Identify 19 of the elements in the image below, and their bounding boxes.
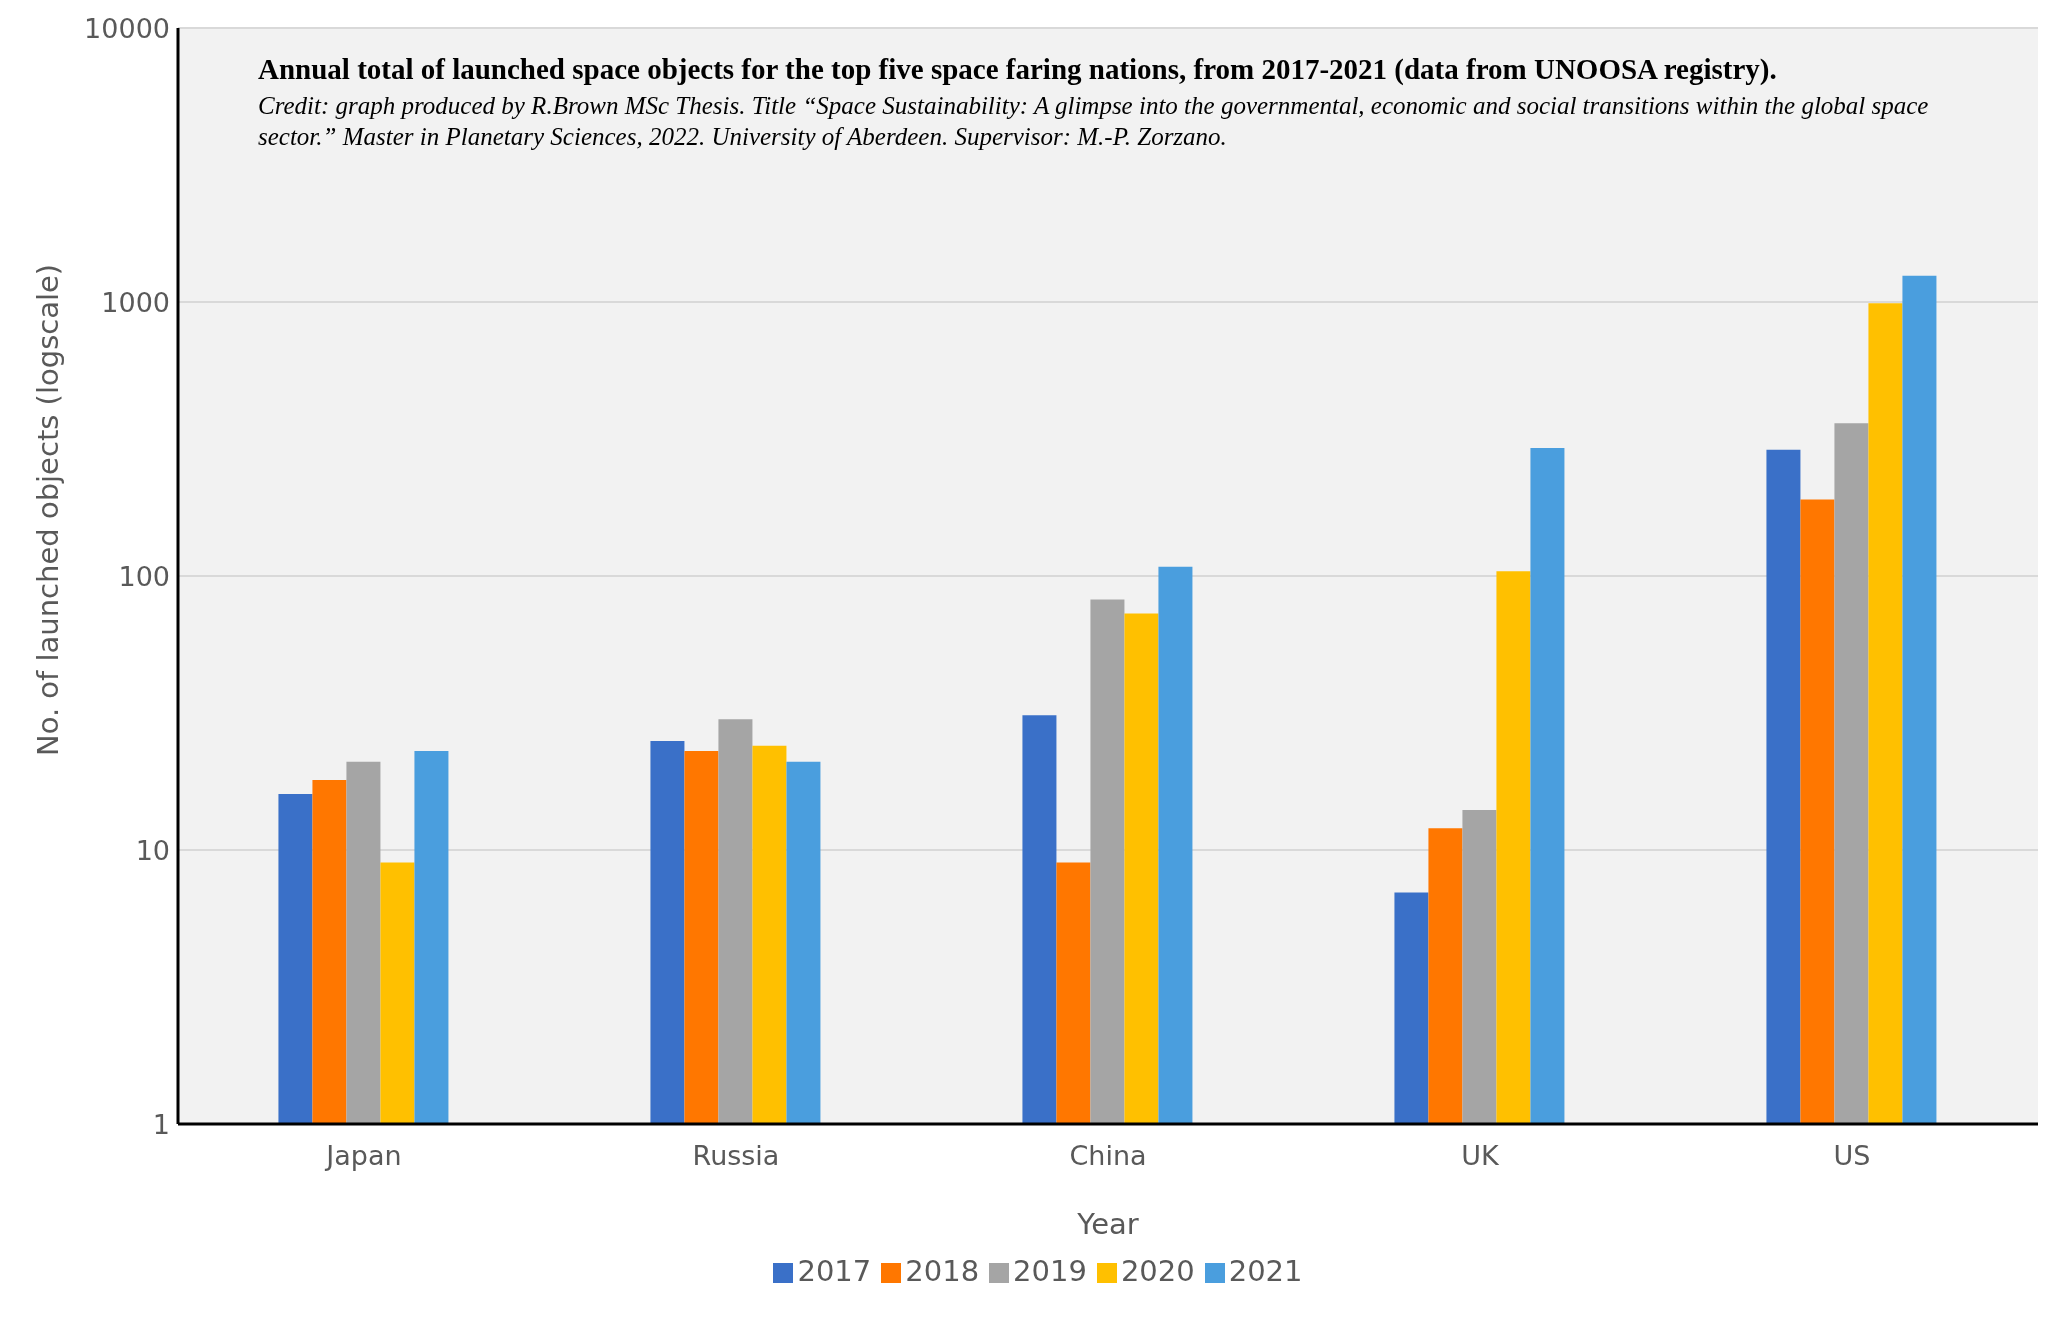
y-tick-label: 10000 — [84, 12, 170, 44]
x-tick-label: Russia — [692, 1140, 780, 1172]
x-tick-label: Japan — [324, 1140, 402, 1172]
legend-label: 2021 — [1228, 1254, 1303, 1288]
legend-label: 2019 — [1013, 1254, 1087, 1288]
x-axis-title: Year — [1076, 1207, 1139, 1241]
y-tick-label: 1 — [152, 1108, 170, 1140]
legend-label: 2017 — [797, 1254, 872, 1288]
legend-label: 2018 — [905, 1254, 980, 1288]
x-tick-label: UK — [1461, 1140, 1501, 1172]
y-tick-label: 1000 — [101, 286, 170, 318]
x-tick-label: US — [1833, 1140, 1871, 1172]
x-tick-label: China — [1069, 1140, 1147, 1172]
y-tick-label: 10 — [135, 834, 170, 866]
y-axis-title: No. of launched objects (logscale) — [31, 263, 66, 756]
legend-label: 2020 — [1120, 1254, 1195, 1288]
text: Credit: graph produced by R.Brown MSc Thesis. Title “Space Sustainability: A glimpse into the governmental, economic and social transitions within the global space sector.” Master in Planetary Sciences, 2022. University of Aberdeen. Supervisor: M.-P. Zorzano. — [258, 91, 1930, 153]
text: Annual total of launched space objects for the top five space faring nations, from 2017-2021 (data from UNOOSA registry). — [258, 53, 1778, 86]
y-tick-label: 100 — [118, 560, 170, 592]
